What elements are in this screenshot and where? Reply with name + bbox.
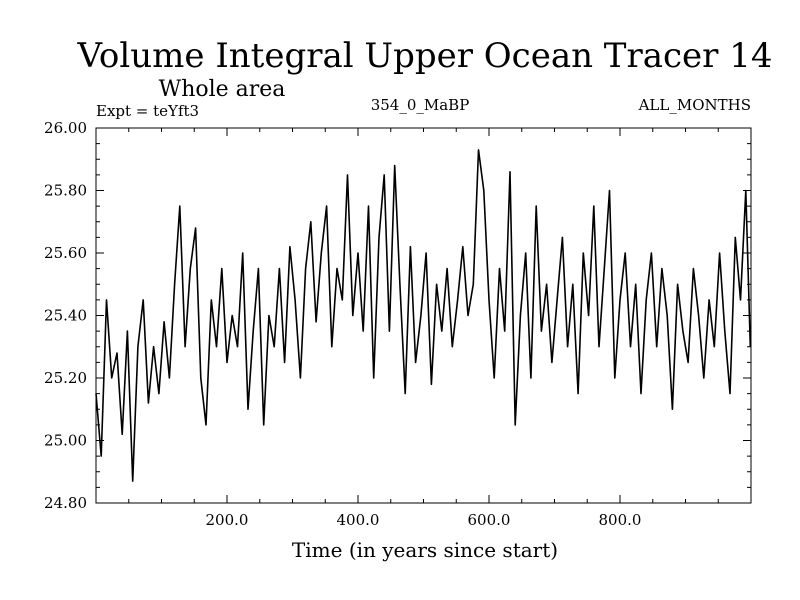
y-tick-label: 25.80: [44, 182, 87, 200]
x-tick-label: 600.0: [468, 511, 511, 529]
y-tick-label: 25.60: [44, 244, 87, 262]
y-tick-label: 24.80: [44, 494, 87, 512]
y-axis-ticks: [96, 127, 751, 504]
months-label: ALL_MONTHS: [638, 96, 751, 114]
chart-title: Volume Integral Upper Ocean Tracer 14: [77, 36, 773, 76]
x-axis-ticks: [128, 128, 719, 503]
experiment-label: Expt = teYft3: [96, 102, 199, 120]
x-tick-label: 800.0: [599, 511, 642, 529]
x-axis-tick-labels: 200.0 400.0 600.0 800.0: [206, 511, 642, 529]
chart-subtitle: Whole area: [159, 77, 286, 102]
y-tick-label: 25.40: [44, 307, 87, 325]
y-tick-label: 26.00: [44, 119, 87, 137]
y-axis-tick-labels: 24.80 25.00 25.20 25.40 25.60 25.80 26.00: [44, 119, 87, 512]
y-tick-label: 25.20: [44, 369, 87, 387]
period-label: 354_0_MaBP: [371, 96, 470, 114]
x-tick-label: 400.0: [337, 511, 380, 529]
series-layer: [95, 149, 752, 482]
plot-frame: [95, 127, 752, 504]
x-axis-label: Time (in years since start): [292, 538, 558, 562]
series-line: [95, 149, 752, 482]
x-tick-label: 200.0: [206, 511, 249, 529]
y-tick-label: 25.00: [44, 432, 87, 450]
